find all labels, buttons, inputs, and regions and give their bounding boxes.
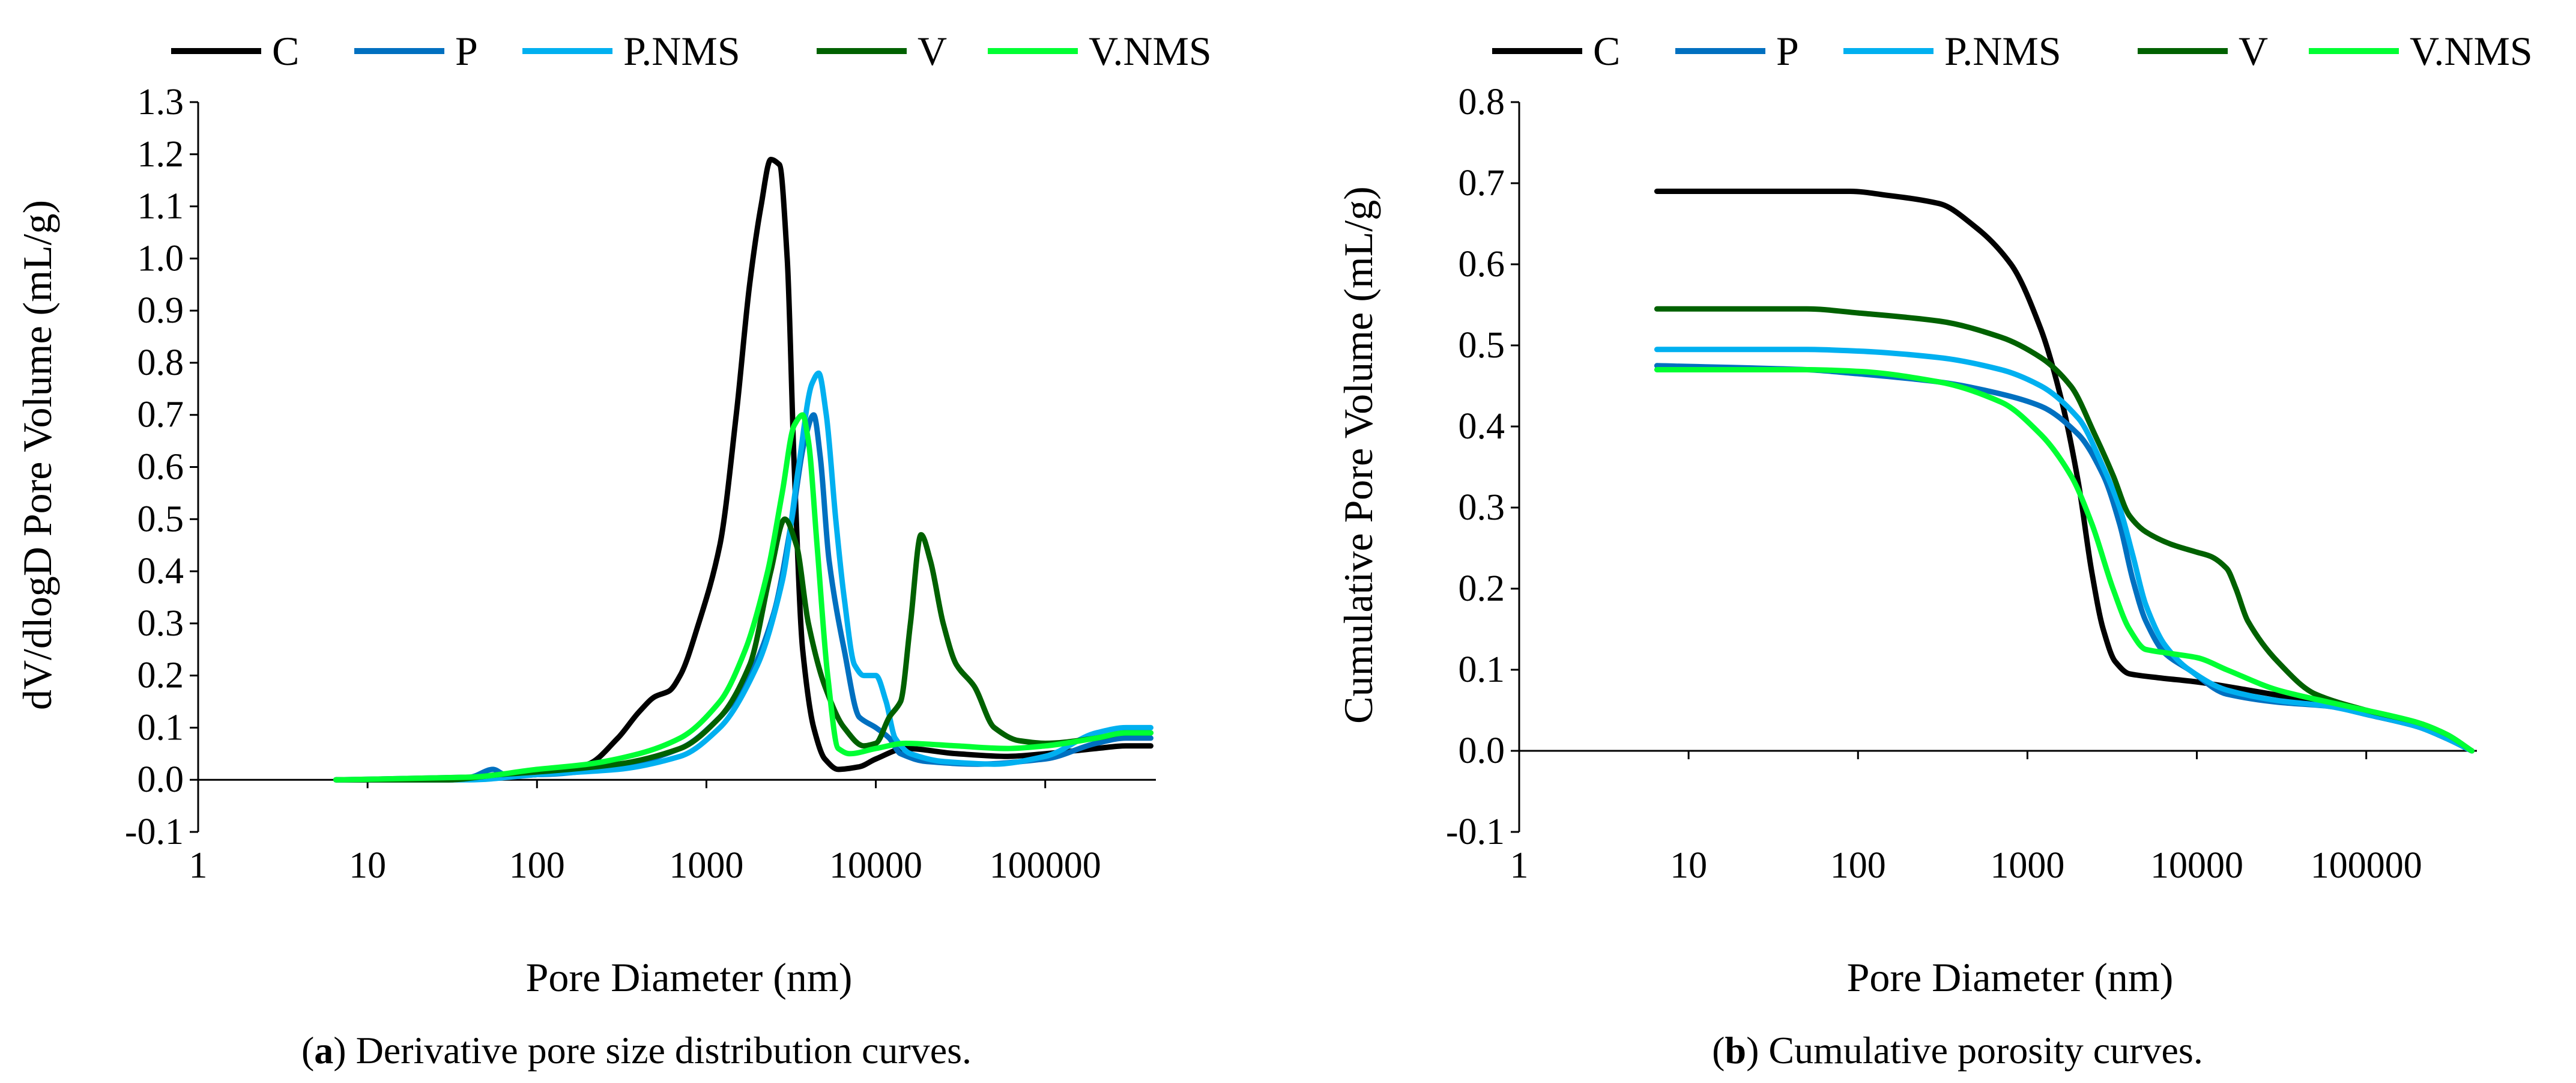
legend-label: P bbox=[1776, 28, 1799, 74]
caption-text: ) Cumulative porosity curves. bbox=[1746, 1029, 2203, 1072]
x-tick-label: 1000 bbox=[1990, 845, 2064, 886]
y-tick-label: 0.5 bbox=[1459, 325, 1505, 366]
x-tick-label: 1 bbox=[189, 845, 208, 886]
y-tick-label: 0.0 bbox=[138, 759, 184, 800]
legend-label: C bbox=[1593, 28, 1620, 74]
y-tick-label: 1.2 bbox=[138, 134, 184, 175]
series-line-p bbox=[1654, 363, 2475, 754]
y-tick-label: 0.1 bbox=[1459, 649, 1505, 690]
y-tick-label: 0.7 bbox=[1459, 163, 1505, 204]
y-tick-label: 0.7 bbox=[138, 395, 184, 435]
caption-text: ) Derivative pore size distribution curv… bbox=[333, 1029, 972, 1072]
series-line-p-nms bbox=[1654, 347, 2475, 754]
y-tick-label: 0.1 bbox=[138, 707, 184, 748]
series-line-p bbox=[333, 412, 1153, 783]
y-tick-label: 1.0 bbox=[138, 238, 184, 279]
legend: C P P.NMS V V.NMS bbox=[171, 28, 1212, 74]
y-tick-label: 0.3 bbox=[1459, 487, 1505, 528]
series-line-v bbox=[1654, 306, 2475, 754]
y-tick-label: 1.1 bbox=[138, 186, 184, 227]
legend-label: P bbox=[455, 28, 478, 74]
legend-label: V bbox=[2239, 28, 2268, 74]
series-line-c bbox=[333, 157, 1153, 783]
x-tick-label: 10000 bbox=[829, 845, 922, 886]
legend-label: V.NMS bbox=[2410, 28, 2533, 74]
x-tick-label: 10 bbox=[1670, 845, 1707, 886]
y-tick-label: 0.6 bbox=[138, 447, 184, 488]
panel-caption: (b) Cumulative porosity curves. bbox=[1712, 1029, 2203, 1072]
x-tick-label: 1000 bbox=[669, 845, 743, 886]
y-tick-label: 0.6 bbox=[1459, 244, 1505, 285]
caption-open-paren: ( bbox=[1712, 1029, 1725, 1072]
y-tick-label: -0.1 bbox=[125, 811, 184, 852]
chart-panel-b: -0.1 0.0 0.1 0.2 0.3 0.4 0.5 0.6 0.7 0.8 1 10 100 100… bbox=[1335, 28, 2533, 1072]
x-tick-label: 1 bbox=[1510, 845, 1529, 886]
legend-label: C bbox=[272, 28, 299, 74]
legend: C P P.NMS V V.NMS bbox=[1492, 28, 2533, 74]
caption-letter: a bbox=[314, 1029, 333, 1072]
y-tick-label: 0.2 bbox=[1459, 568, 1505, 609]
y-tick-label: 0.5 bbox=[138, 499, 184, 539]
panel-caption: (a) Derivative pore size distribution cu… bbox=[301, 1029, 972, 1072]
series-line-v bbox=[333, 516, 1153, 783]
y-axis-label: Cumulative Pore Volume (mL/g) bbox=[1335, 186, 1381, 724]
x-axis-label: Pore Diameter (nm) bbox=[1847, 954, 2174, 1000]
legend-label: V bbox=[918, 28, 947, 74]
x-tick-label: 100000 bbox=[2311, 845, 2422, 886]
series-line-p-nms bbox=[333, 370, 1153, 783]
series-line-v-nms bbox=[333, 412, 1153, 783]
y-tick-label: 0.4 bbox=[138, 551, 184, 592]
series-line-v-nms bbox=[1654, 367, 2475, 754]
y-tick-label: 0.8 bbox=[1459, 82, 1505, 123]
caption-letter: b bbox=[1725, 1029, 1746, 1072]
legend-label: P.NMS bbox=[1944, 28, 2061, 74]
y-tick-label: -0.1 bbox=[1446, 811, 1505, 852]
x-tick-label: 10000 bbox=[2150, 845, 2243, 886]
x-tick-label: 10 bbox=[349, 845, 386, 886]
legend-label: V.NMS bbox=[1089, 28, 1212, 74]
y-tick-label: 0.9 bbox=[138, 290, 184, 331]
x-tick-label: 100000 bbox=[990, 845, 1101, 886]
y-tick-label: 1.3 bbox=[138, 82, 184, 123]
caption-open-paren: ( bbox=[301, 1029, 314, 1072]
y-tick-label: 0.2 bbox=[138, 655, 184, 696]
y-axis-label: dV/dlogD Pore Volume (mL/g) bbox=[14, 200, 60, 710]
y-tick-label: 0.3 bbox=[138, 603, 184, 644]
x-tick-label: 100 bbox=[1830, 845, 1886, 886]
y-tick-label: 0.0 bbox=[1459, 730, 1505, 771]
x-tick-label: 100 bbox=[509, 845, 565, 886]
chart-panel-a: -0.1 0.0 0.1 0.2 0.3 0.4 0.5 0.6 0.7 0.8 0.9 1.0 1.1… bbox=[14, 28, 1212, 1072]
y-tick-label: 0.8 bbox=[138, 342, 184, 383]
legend-label: P.NMS bbox=[623, 28, 740, 74]
x-axis-label: Pore Diameter (nm) bbox=[526, 954, 853, 1000]
y-tick-label: 0.4 bbox=[1459, 406, 1505, 447]
series-line-c bbox=[1654, 188, 2475, 754]
